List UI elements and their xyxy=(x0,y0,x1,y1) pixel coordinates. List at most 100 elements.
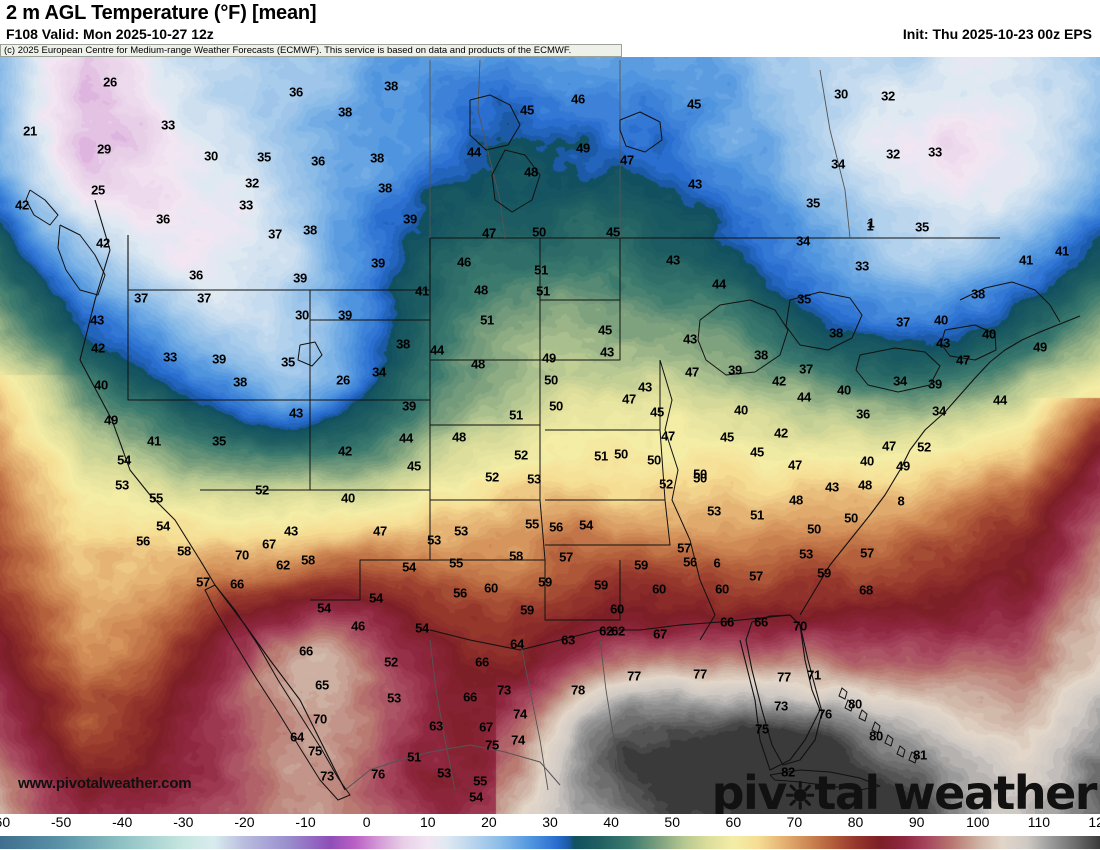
temperature-value-label: 51 xyxy=(534,262,548,278)
temperature-value-label: 38 xyxy=(384,78,398,94)
temperature-value-label: 52 xyxy=(514,447,528,463)
temperature-value-label: 49 xyxy=(542,350,556,366)
temperature-value-label: 50 xyxy=(549,398,563,414)
temperature-value-label: 39 xyxy=(293,270,307,286)
temperature-value-label: 43 xyxy=(683,331,697,347)
temperature-value-label: 36 xyxy=(289,84,303,100)
temperature-value-label: 54 xyxy=(402,559,416,575)
temperature-value-label: 40 xyxy=(734,402,748,418)
logo-text-before: piv xyxy=(711,766,788,814)
temperature-value-label: 45 xyxy=(520,102,534,118)
temperature-value-label: 81 xyxy=(913,747,927,763)
temperature-value-label: 68 xyxy=(859,582,873,598)
temperature-value-label: 47 xyxy=(620,152,634,168)
temperature-value-label: 34 xyxy=(372,364,386,380)
temperature-value-label: 29 xyxy=(97,141,111,157)
temperature-value-label: 37 xyxy=(896,314,910,330)
colorbar-tick: -60 xyxy=(0,814,11,830)
temperature-value-label: 59 xyxy=(594,577,608,593)
temperature-value-label: 66 xyxy=(463,689,477,705)
temperature-value-label: 71 xyxy=(807,667,821,683)
temperature-value-label: 63 xyxy=(561,632,575,648)
temperature-value-label: 80 xyxy=(869,728,883,744)
temperature-value-label: 47 xyxy=(661,428,675,444)
temperature-value-label: 67 xyxy=(653,626,667,642)
temperature-value-label: 38 xyxy=(378,180,392,196)
temperature-value-label: 50 xyxy=(614,446,628,462)
temperature-value-label: 42 xyxy=(96,235,110,251)
temperature-value-label: 32 xyxy=(886,146,900,162)
temperature-value-label: 45 xyxy=(750,444,764,460)
colorbar-tick: 0 xyxy=(362,814,371,830)
temperature-value-label: 76 xyxy=(371,766,385,782)
colorbar: -60 -50 -40 -30 -20 -10 0 10 20 30 40 50 60 70 80 90 100… xyxy=(0,814,1100,850)
colorbar-tick: 10 xyxy=(419,814,436,830)
temperature-value-label: 66 xyxy=(754,614,768,630)
temperature-map[interactable]: 26 21 29 25 42 42 36 33 30 35 32 33 37 36 36 38 38 38 38 38… xyxy=(0,57,1100,814)
temperature-value-label: 55 xyxy=(473,773,487,789)
temperature-value-label: 37 xyxy=(197,290,211,306)
temperature-value-label: 48 xyxy=(858,477,872,493)
temperature-value-label: 38 xyxy=(971,286,985,302)
temperature-value-label: 34 xyxy=(831,156,845,172)
temperature-value-label: 52 xyxy=(659,476,673,492)
temperature-value-label: 62 xyxy=(599,623,613,639)
colorbar-tick: 40 xyxy=(603,814,619,830)
temperature-value-label: 33 xyxy=(161,117,175,133)
temperature-value-label: 39 xyxy=(371,255,385,271)
temperature-value-label: 51 xyxy=(536,283,550,299)
temperature-value-label: 40 xyxy=(341,490,355,506)
temperature-value-label: 48 xyxy=(471,356,485,372)
temperature-value-label: 39 xyxy=(212,351,226,367)
temperature-value-label: 67 xyxy=(262,536,276,552)
temperature-value-label: 35 xyxy=(806,195,820,211)
temperature-value-label: 59 xyxy=(634,557,648,573)
temperature-value-label: 35 xyxy=(257,149,271,165)
temperature-value-label: 77 xyxy=(627,668,641,684)
temperature-value-label: 46 xyxy=(351,618,365,634)
temperature-value-label: 55 xyxy=(449,555,463,571)
temperature-value-label: 54 xyxy=(415,620,429,636)
temperature-value-label: 66 xyxy=(475,654,489,670)
temperature-value-label: 35 xyxy=(212,433,226,449)
temperature-value-label: 44 xyxy=(993,392,1007,408)
temperature-value-label: 1 xyxy=(867,215,875,231)
temperature-value-label: 67 xyxy=(479,719,493,735)
temperature-value-label: 57 xyxy=(677,540,691,556)
temperature-value-label: 52 xyxy=(255,482,269,498)
temperature-value-label: 44 xyxy=(399,430,413,446)
temperature-value-label: 51 xyxy=(750,507,764,523)
temperature-value-label: 41 xyxy=(415,283,429,299)
temperature-value-label: 39 xyxy=(728,362,742,378)
temperature-value-label: 54 xyxy=(469,789,483,805)
temperature-value-label: 41 xyxy=(1019,252,1033,268)
temperature-value-label: 32 xyxy=(245,175,259,191)
temperature-value-label: 38 xyxy=(396,336,410,352)
temperature-value-label: 6 xyxy=(713,555,721,571)
temperature-value-label: 50 xyxy=(647,452,661,468)
temperature-value-label: 54 xyxy=(156,518,170,534)
temperature-value-label: 53 xyxy=(437,765,451,781)
temperature-value-label: 49 xyxy=(1033,339,1047,355)
temperature-value-label: 43 xyxy=(90,312,104,328)
map-header: 2 m AGL Temperature (°F) [mean] F108 Val… xyxy=(0,0,1100,44)
temperature-value-label: 50 xyxy=(807,521,821,537)
temperature-value-label: 39 xyxy=(403,211,417,227)
temperature-value-label: 36 xyxy=(189,267,203,283)
temperature-value-label: 40 xyxy=(837,382,851,398)
temperature-value-label: 75 xyxy=(755,721,769,737)
temperature-value-label: 38 xyxy=(303,222,317,238)
temperature-value-label: 38 xyxy=(233,374,247,390)
temperature-value-label: 50 xyxy=(693,470,707,486)
temperature-value-label: 37 xyxy=(134,290,148,306)
site-url-watermark: www.pivotalweather.com xyxy=(18,775,192,792)
page-title: 2 m AGL Temperature (°F) [mean] xyxy=(6,2,317,24)
colorbar-tick: 70 xyxy=(786,814,803,830)
temperature-value-label: 40 xyxy=(982,326,996,342)
temperature-value-label: 21 xyxy=(23,123,37,139)
colorbar-tick: 100 xyxy=(966,814,990,830)
temperature-value-label: 58 xyxy=(177,543,191,559)
temperature-value-label: 38 xyxy=(754,347,768,363)
temperature-value-label: 30 xyxy=(204,148,218,164)
temperature-value-label: 57 xyxy=(196,574,210,590)
